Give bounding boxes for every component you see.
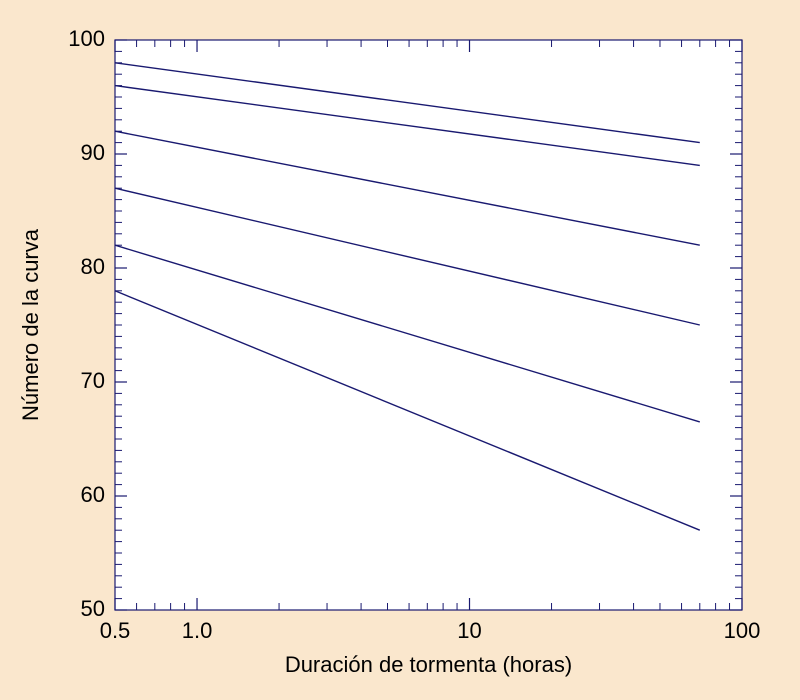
- chart-container: 0.5 1.0 10 100 50 60 70 80 90 100 Duración de torm…: [0, 0, 800, 700]
- y-tick-label: 80: [81, 254, 105, 279]
- y-axis-label: Número de la curva: [18, 228, 43, 421]
- y-tick-label: 90: [81, 140, 105, 165]
- line-chart: 0.5 1.0 10 100 50 60 70 80 90 100 Duración de torm…: [0, 0, 800, 700]
- plot-area: [115, 40, 742, 610]
- x-tick-label: 0.5: [100, 618, 131, 643]
- x-axis-label: Duración de tormenta (horas): [285, 652, 572, 677]
- x-tick-label: 1.0: [182, 618, 213, 643]
- y-tick-label: 70: [81, 368, 105, 393]
- y-tick-label: 50: [81, 596, 105, 621]
- x-tick-label: 100: [724, 618, 761, 643]
- y-tick-label: 100: [68, 26, 105, 51]
- x-tick-label: 10: [457, 618, 481, 643]
- y-tick-label: 60: [81, 482, 105, 507]
